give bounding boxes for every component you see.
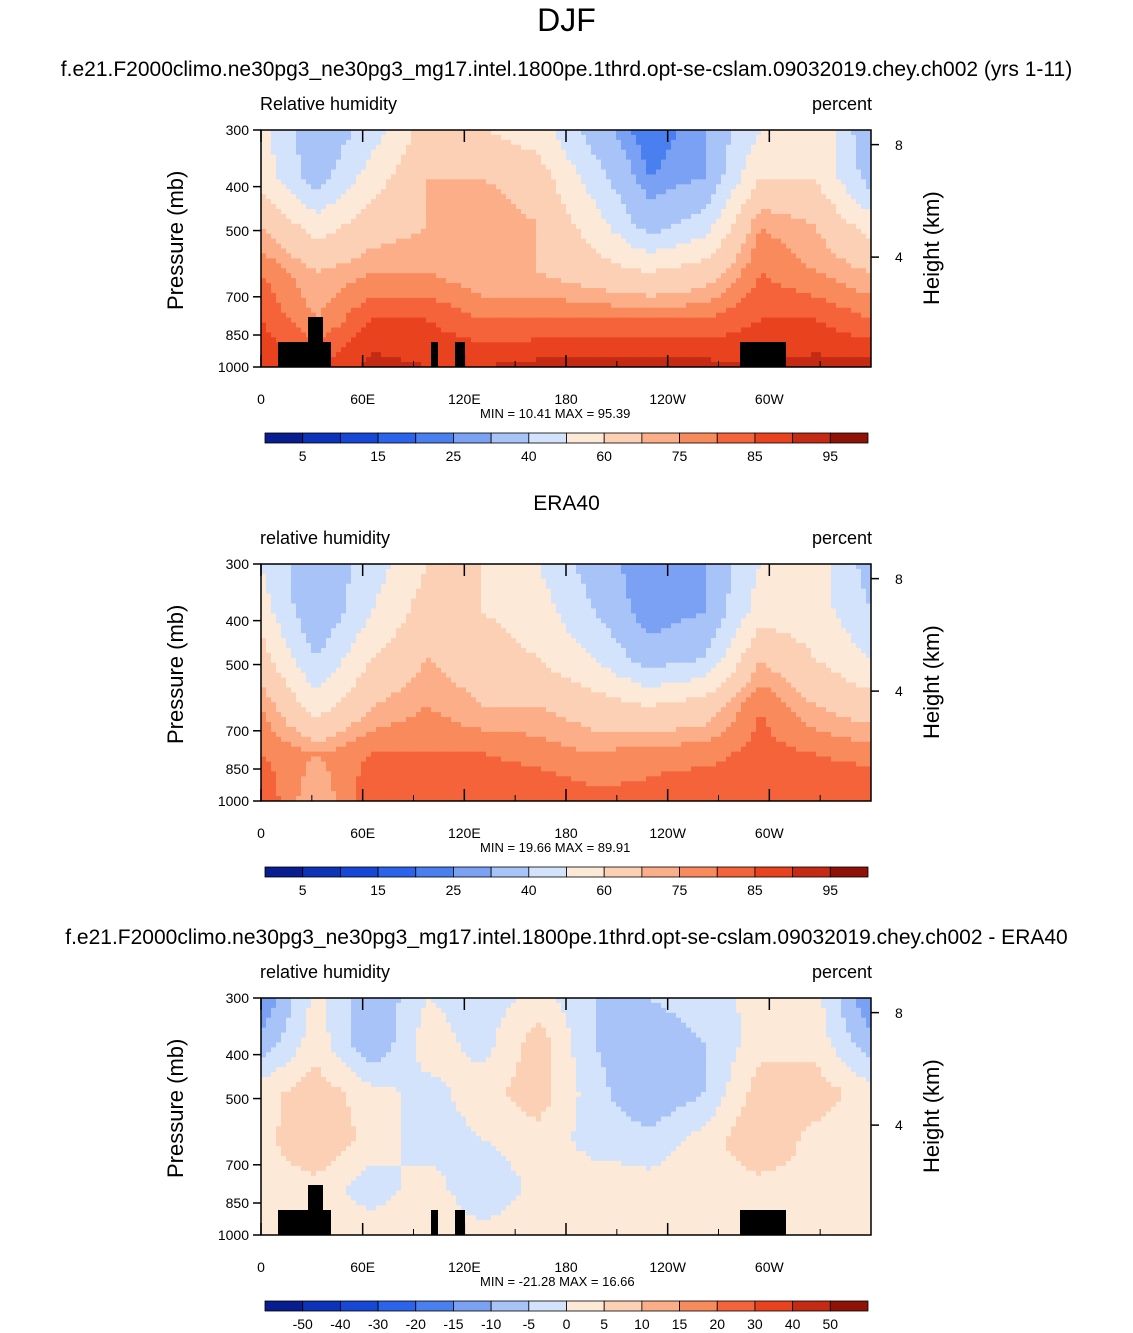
panel-3-colorbar [264, 1300, 869, 1312]
panel-3-ytick-label: 500 [225, 1090, 249, 1107]
panel-3-yright-tick-label: 8 [895, 1004, 903, 1021]
panel-3-colorbar-label: 20 [709, 1316, 726, 1332]
panel-1-xtick-label: 0 [257, 391, 265, 407]
panel-2-right-label: percent [811, 528, 872, 548]
panel-1-ytick-label: 1000 [217, 359, 249, 375]
panel-3-minmax: MIN = -21.28 MAX = 16.66 [480, 1274, 635, 1289]
panel-3-land-mask [278, 1185, 786, 1235]
panel-3-colorbar-label: -20 [405, 1316, 426, 1332]
panel-3-ytick-label: 850 [225, 1195, 249, 1211]
panel-1-right-label: percent [811, 94, 872, 114]
panel-2-field [261, 564, 871, 801]
panel-2-xtick-label: 180 [554, 825, 578, 841]
panel-2-colorbar-label: 15 [370, 882, 386, 898]
main-title: DJF [537, 2, 596, 38]
panel-1-colorbar [264, 432, 869, 444]
panel-3-yright-tick-label: 4 [895, 1117, 903, 1134]
panel-3-colorbar-label: -50 [292, 1316, 313, 1332]
panel-2-colorbar [264, 866, 869, 878]
panel-2-colorbar-label: 25 [445, 882, 462, 898]
panel-1-xtick-label: 60E [350, 391, 376, 407]
panel-2-xtick-label: 60W [754, 825, 784, 841]
panel-3-xtick-label: 60W [754, 1259, 784, 1275]
panel-2-ytick-label: 1000 [217, 793, 249, 809]
panel-3-xtick-label: 180 [554, 1259, 578, 1275]
panel-2-minmax: MIN = 19.66 MAX = 89.91 [480, 840, 631, 855]
panel-1-land-mask [278, 317, 786, 367]
panel-1-colorbar-label: 5 [298, 448, 307, 464]
panel-3-left-label: relative humidity [260, 962, 391, 982]
panel-2-xtick-label: 60E [350, 825, 376, 841]
panel-1-xtick-label: 180 [554, 391, 578, 407]
panel-2-xtick-label: 0 [257, 825, 265, 841]
panel-3-colorbar-label: 50 [822, 1316, 839, 1332]
panel-3-colorbar-label: -15 [443, 1316, 464, 1332]
panel-2-yright-tick-label: 4 [895, 683, 903, 700]
panel-3-xtick-label: 60E [350, 1259, 376, 1275]
panel-3-colorbar-label: 40 [784, 1316, 801, 1332]
panel-2-ytick-label: 300 [225, 556, 249, 572]
panel-3-title: f.e21.F2000climo.ne30pg3_ne30pg3_mg17.in… [65, 926, 1068, 949]
panel-2-colorbar-label: 85 [747, 882, 763, 898]
panel-3-colorbar-label: 5 [600, 1316, 609, 1332]
panel-3-colorbar-label: -10 [481, 1316, 502, 1332]
panel-2-ytick-label: 500 [225, 656, 249, 673]
panel-1-xtick-label: 120W [649, 391, 686, 407]
panel-1-xtick-label: 120E [447, 391, 481, 407]
panel-1-colorbar-label: 75 [671, 448, 688, 464]
panel-1-ytick-label: 300 [225, 122, 249, 138]
panel-2-colorbar-label: 60 [596, 882, 612, 898]
panel-2-colorbar-label: 95 [822, 882, 839, 898]
panel-3-colorbar-label: -5 [522, 1316, 536, 1332]
panel-3-colorbar-label: 10 [634, 1316, 650, 1332]
panel-1-colorbar-label: 15 [370, 448, 386, 464]
panel-2-colorbar-label: 5 [298, 882, 307, 898]
panel-1-left-label: Relative humidity [260, 94, 398, 114]
panel-3-colorbar-label: 15 [671, 1316, 688, 1332]
panel-1-field [261, 130, 871, 367]
panel-3-colorbar-label: -40 [330, 1316, 351, 1332]
panel-3-ytick-label: 1000 [217, 1227, 249, 1243]
panel-3-field [261, 998, 871, 1235]
panel-1-colorbar-label: 60 [596, 448, 612, 464]
panel-1-ytick-label: 850 [225, 327, 249, 343]
panel-2-xtick-label: 120W [649, 825, 686, 841]
panel-3-xtick-label: 0 [257, 1259, 265, 1275]
panel-1-colorbar-label: 95 [822, 448, 839, 464]
panel-2-ytick-label: 400 [225, 612, 249, 629]
panel-2-xtick-label: 120E [447, 825, 481, 841]
panel-1-yright-tick-label: 8 [895, 136, 903, 153]
panel-3-right-label: percent [811, 962, 872, 982]
panel-2-ytick-label: 850 [225, 761, 249, 777]
panel-1-ytick-label: 400 [225, 178, 249, 195]
panel-3-ytick-label: 400 [225, 1046, 249, 1063]
panel-1-title: f.e21.F2000climo.ne30pg3_ne30pg3_mg17.in… [60, 58, 1073, 81]
panel-1-minmax: MIN = 10.41 MAX = 95.39 [480, 406, 631, 421]
panel-1-xtick-label: 60W [754, 391, 784, 407]
panel-2-colorbar-label: 75 [671, 882, 688, 898]
panel-3-xtick-label: 120W [649, 1259, 686, 1275]
panel-1-ytick-label: 500 [225, 222, 249, 239]
panel-1-ytick-label: 700 [225, 288, 249, 305]
panel-3-colorbar-label: 0 [562, 1316, 571, 1332]
panel-2-yright-tick-label: 8 [895, 570, 903, 587]
panel-3-colorbar-label: -30 [367, 1316, 389, 1332]
panel-1-yright-tick-label: 4 [895, 249, 903, 266]
panel-3-xtick-label: 120E [447, 1259, 481, 1275]
panel-2-colorbar-label: 40 [521, 882, 537, 898]
panel-2-title: ERA40 [533, 492, 600, 515]
panel-3-colorbar-label: 30 [747, 1316, 763, 1332]
panel-1-colorbar-label: 85 [747, 448, 763, 464]
panel-2-left-label: relative humidity [260, 528, 391, 548]
panel-1-colorbar-label: 25 [445, 448, 462, 464]
panel-3-ytick-label: 700 [225, 1156, 249, 1173]
panel-2-ytick-label: 700 [225, 722, 249, 739]
panel-1-colorbar-label: 40 [521, 448, 537, 464]
panel-3-ytick-label: 300 [225, 990, 249, 1006]
